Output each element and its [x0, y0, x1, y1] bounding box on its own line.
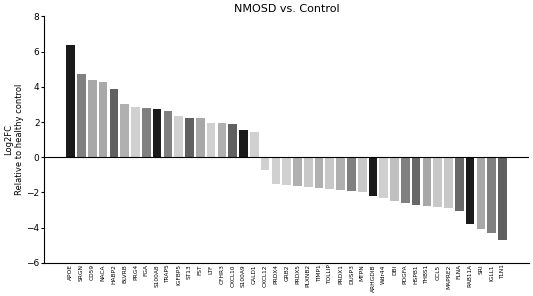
Bar: [174, 116, 183, 157]
Bar: [390, 157, 399, 201]
Bar: [423, 157, 431, 206]
Bar: [196, 118, 205, 157]
Title: NMOSD vs. Control: NMOSD vs. Control: [234, 4, 340, 14]
Bar: [455, 157, 464, 211]
Bar: [207, 123, 215, 157]
Bar: [444, 157, 453, 208]
Bar: [379, 157, 388, 198]
Bar: [142, 108, 151, 157]
Bar: [99, 81, 108, 157]
Bar: [314, 157, 324, 188]
Bar: [282, 157, 291, 185]
Bar: [261, 157, 269, 170]
Bar: [77, 74, 86, 157]
Bar: [131, 107, 140, 157]
Bar: [487, 157, 496, 233]
Bar: [293, 157, 302, 186]
Bar: [466, 157, 474, 224]
Bar: [120, 104, 129, 157]
Bar: [250, 132, 259, 157]
Bar: [347, 157, 356, 191]
Bar: [498, 157, 507, 240]
Bar: [477, 157, 485, 229]
Y-axis label: Log2FC
Relative to healthy control: Log2FC Relative to healthy control: [4, 84, 23, 195]
Bar: [88, 80, 96, 157]
Bar: [412, 157, 421, 205]
Bar: [228, 124, 237, 157]
Bar: [271, 157, 280, 184]
Bar: [433, 157, 442, 207]
Bar: [336, 157, 345, 190]
Bar: [153, 109, 161, 157]
Bar: [304, 157, 312, 187]
Bar: [239, 130, 248, 157]
Bar: [67, 45, 75, 157]
Bar: [185, 118, 194, 157]
Bar: [110, 89, 118, 157]
Bar: [217, 123, 226, 157]
Bar: [401, 157, 410, 203]
Bar: [164, 111, 172, 157]
Bar: [369, 157, 377, 196]
Bar: [358, 157, 367, 192]
Bar: [326, 157, 334, 189]
